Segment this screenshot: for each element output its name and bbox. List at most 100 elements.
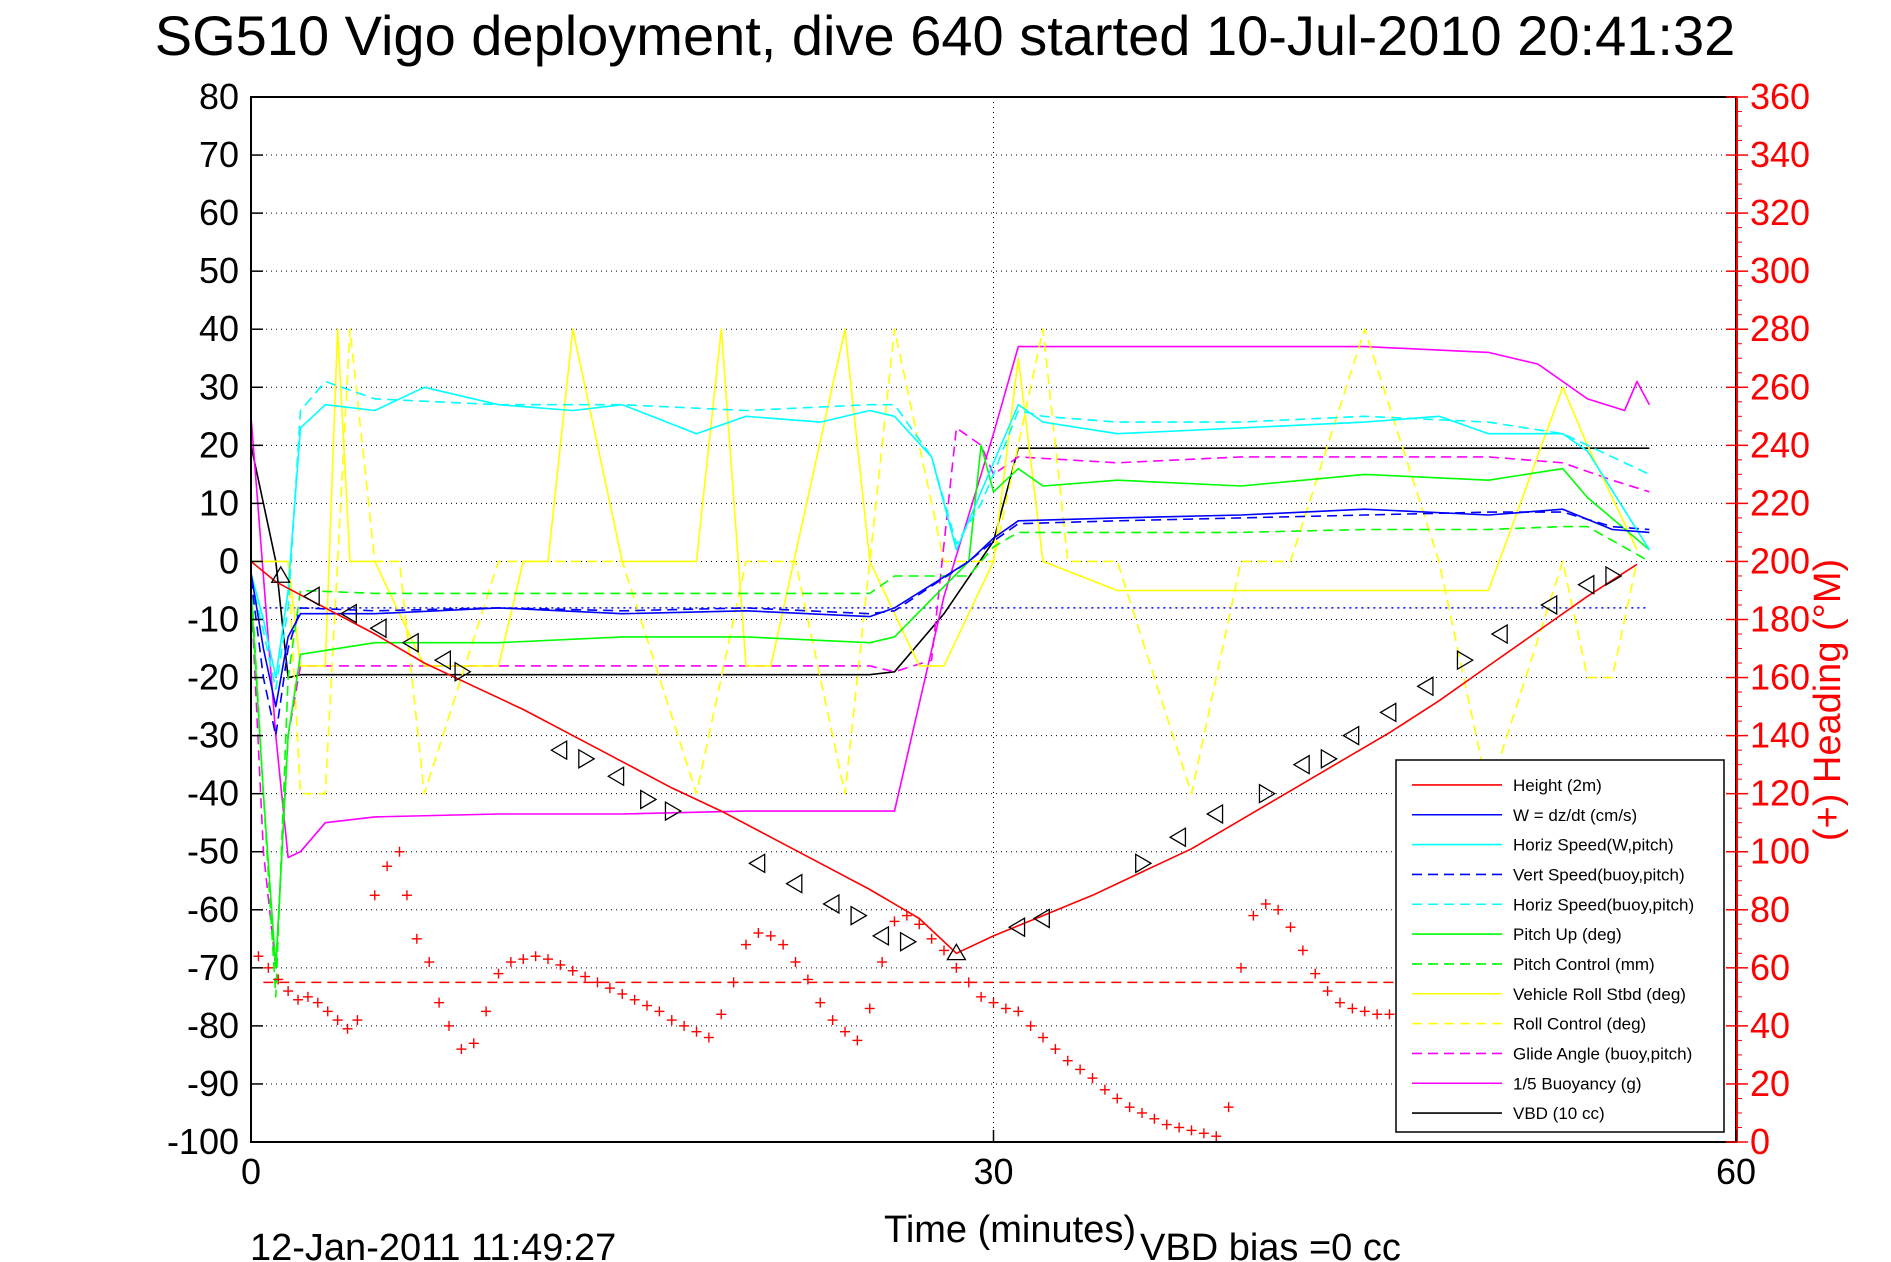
left-tick-label: 60 (199, 192, 239, 233)
series-line (250, 345, 1651, 859)
left-tick-label: 0 (219, 540, 239, 581)
heading-point (1372, 1009, 1383, 1020)
height-markers (270, 565, 1623, 961)
heading-point (401, 890, 412, 901)
heading-point (703, 1032, 714, 1043)
heading-point (864, 1003, 875, 1014)
heading-point (852, 1035, 863, 1046)
height-marker (785, 873, 803, 894)
heading-point (1273, 904, 1284, 915)
heading-point (543, 954, 553, 965)
height-marker (454, 661, 472, 682)
legend-label: Roll Control (deg) (1513, 1015, 1646, 1034)
series-layer (250, 328, 1651, 998)
heading-point (691, 1026, 702, 1037)
heading-point (1025, 1020, 1036, 1031)
heading-point (778, 939, 789, 950)
heading-point (352, 1015, 363, 1026)
heading-point (939, 945, 949, 956)
heading-point (802, 974, 813, 985)
left-tick-label: -60 (187, 889, 239, 930)
series-line (250, 386, 1651, 679)
heading-point (914, 919, 925, 930)
heading-point (1198, 1128, 1209, 1139)
legend-item: 1/5 Buoyancy (g) (1412, 1074, 1642, 1093)
height-marker (1577, 574, 1595, 595)
series-line (250, 525, 1650, 998)
heading-point (1310, 968, 1321, 979)
height-marker (946, 943, 967, 961)
x-tick-label: 0 (241, 1151, 261, 1192)
height-marker (302, 586, 320, 607)
height-marker (1135, 853, 1153, 874)
height-marker (871, 925, 890, 947)
heading-point (666, 1015, 677, 1026)
height-marker (1032, 908, 1050, 929)
heading-point (654, 1006, 665, 1017)
heading-point (273, 974, 284, 985)
series-line (250, 380, 1650, 691)
heading-point (1335, 997, 1345, 1008)
heading-point (1137, 1107, 1147, 1118)
heading-point (1075, 1064, 1086, 1075)
heading-point (790, 957, 801, 968)
height-marker (1416, 676, 1434, 697)
legend-label: Height (2m) (1513, 776, 1602, 795)
right-tick-label: 300 (1750, 250, 1810, 291)
left-tick-label: 10 (199, 482, 239, 523)
heading-point (1087, 1073, 1098, 1084)
right-tick-label: 360 (1750, 76, 1810, 117)
height-marker (850, 905, 868, 926)
left-tick-label: -40 (187, 773, 239, 814)
heading-point (1384, 1009, 1395, 1020)
right-tick-label: 260 (1750, 366, 1810, 407)
right-tick-label: 180 (1750, 599, 1810, 640)
left-tick-label: -90 (187, 1063, 239, 1104)
left-tick-label: 50 (199, 250, 239, 291)
height-marker (433, 650, 452, 671)
heading-point (901, 910, 912, 921)
left-tick-label: -70 (187, 947, 239, 988)
height-marker (1540, 594, 1558, 616)
heading-point (728, 977, 739, 988)
heading-point (332, 1015, 343, 1026)
heading-point (382, 861, 393, 872)
right-tick-label: 140 (1750, 715, 1810, 756)
height-marker (550, 739, 568, 761)
height-marker (1258, 783, 1277, 804)
legend-label: W = dz/dt (cm/s) (1513, 806, 1637, 825)
heading-point (369, 890, 380, 901)
height-marker (1292, 754, 1310, 775)
legend-label: VBD (10 cc) (1513, 1104, 1605, 1123)
heading-point (1322, 986, 1333, 997)
height-marker (401, 632, 419, 653)
legend-item: W = dz/dt (cm/s) (1412, 806, 1637, 825)
right-tick-label: 220 (1750, 482, 1810, 523)
heading-point (1359, 1006, 1370, 1017)
height-marker (748, 853, 766, 874)
legend-item: VBD (10 cc) (1412, 1104, 1605, 1123)
heading-point (1050, 1044, 1061, 1055)
heading-point (434, 997, 445, 1008)
heading-point (926, 933, 937, 944)
series-line (251, 328, 1638, 795)
heading-point (481, 1006, 492, 1017)
right-axis-label: (+) Heading (°M) (1807, 559, 1849, 841)
height-marker (578, 748, 596, 769)
height-marker (607, 766, 625, 787)
right-tick-label: 200 (1750, 540, 1810, 581)
right-tick-label: 60 (1750, 947, 1790, 988)
heading-point (1149, 1113, 1160, 1124)
heading-point (827, 1015, 838, 1026)
left-tick-label: 80 (199, 76, 239, 117)
right-tick-label: 100 (1750, 831, 1810, 872)
series-line (251, 328, 1638, 667)
heading-point (1013, 1006, 1024, 1017)
right-tick-label: 320 (1750, 192, 1810, 233)
height-marker (1205, 803, 1224, 825)
heading-point (815, 997, 826, 1008)
left-tick-label: -80 (187, 1005, 239, 1046)
heading-point (468, 1038, 479, 1049)
right-tick-label: 0 (1750, 1121, 1770, 1162)
